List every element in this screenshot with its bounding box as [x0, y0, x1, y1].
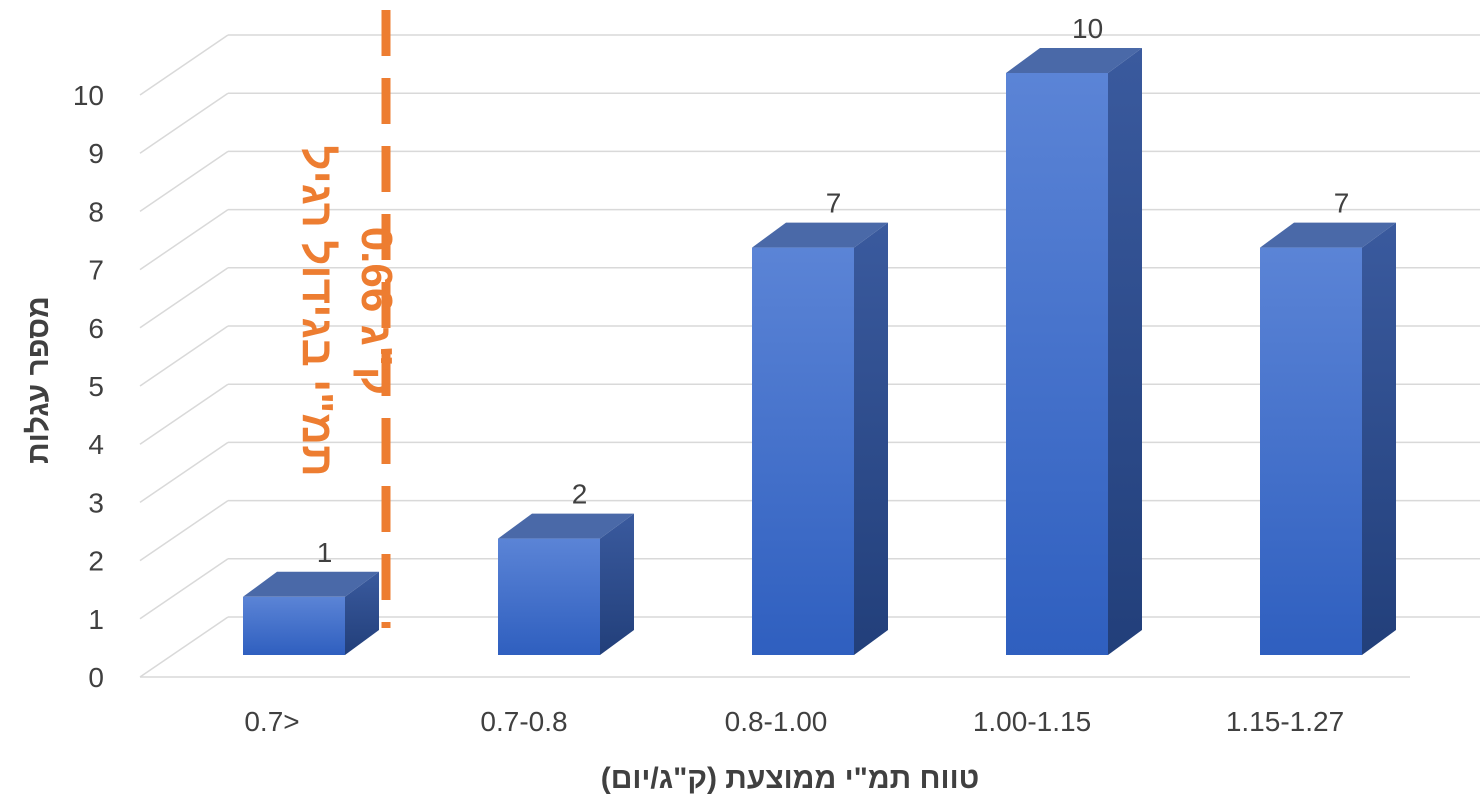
x-tick-label: 0.7> [244, 706, 299, 737]
bar-0.7-0.8 [498, 513, 634, 655]
y-tick-label: 0 [88, 662, 104, 693]
bar-side-face [1108, 48, 1142, 655]
y-tick-label: 6 [88, 313, 104, 344]
data-label: 7 [1334, 188, 1350, 219]
bar-0.8-1.00 [752, 222, 888, 655]
x-axis-categories: 0.7> 0.7-0.8 0.8-1.00 1.00-1.15 1.15-1.27 [244, 706, 1344, 737]
gridline-diagonal [139, 499, 229, 562]
y-tick-label: 7 [88, 255, 104, 286]
y-axis-ticks: 0 1 2 3 4 5 6 7 8 9 10 [73, 80, 104, 693]
bar-front-face [243, 596, 345, 655]
data-label: 1 [317, 537, 333, 568]
reference-annotation: תמ"י בגידול רגיל 0.66 ק"ג [293, 145, 401, 476]
y-tick-label: 2 [88, 546, 104, 577]
gridline-diagonal [139, 208, 229, 271]
gridline-diagonal [139, 325, 229, 387]
data-labels: 1 2 7 10 7 [317, 13, 1350, 568]
data-label: 7 [826, 188, 842, 219]
bar-side-face [600, 513, 634, 655]
data-label: 2 [572, 479, 588, 510]
x-axis-title: טווח תמ"י ממוצעת (ק"ג/יום) [601, 762, 980, 795]
gridline-diagonal [139, 267, 229, 329]
gridline-diagonal [139, 92, 229, 154]
gridline-diagonal [139, 383, 229, 445]
bar-side-face [1362, 222, 1396, 655]
y-axis-title: מספר עגלות [22, 296, 55, 464]
bar-1.15-1.27 [1260, 222, 1396, 655]
bar-side-face [854, 222, 888, 655]
bar-front-face [498, 538, 600, 655]
gridline-diagonal [139, 616, 229, 678]
y-tick-label: 9 [88, 138, 104, 169]
bar-front-face [1006, 73, 1108, 655]
data-label: 10 [1072, 13, 1103, 44]
annotation-line-1: תמ"י בגידול רגיל [293, 145, 342, 476]
gridline-diagonal [139, 558, 229, 620]
bar-0.7> [243, 571, 379, 655]
bars [243, 48, 1396, 655]
gridline-diagonal [139, 150, 229, 213]
gridline-diagonal [139, 441, 229, 504]
x-tick-label: 1.00-1.15 [973, 706, 1091, 737]
bar-front-face [1260, 247, 1362, 655]
bar-top-face [243, 571, 379, 597]
y-tick-label: 10 [73, 80, 104, 111]
bar-side-face [345, 571, 379, 655]
x-tick-label: 0.7-0.8 [480, 706, 567, 737]
y-tick-label: 3 [88, 487, 104, 518]
y-tick-label: 5 [88, 371, 104, 402]
gridline-diagonal [139, 34, 229, 96]
bar-top-face [1260, 222, 1396, 248]
x-tick-label: 0.8-1.00 [725, 706, 828, 737]
bar-top-face [1006, 48, 1142, 73]
y-tick-label: 4 [88, 429, 104, 460]
bar-front-face [752, 247, 854, 655]
y-tick-label: 1 [88, 604, 104, 635]
bar-top-face [752, 222, 888, 248]
bar-top-face [498, 513, 634, 539]
y-tick-label: 8 [88, 196, 104, 227]
annotation-line-2: 0.66 ק"ג [352, 227, 401, 396]
x-tick-label: 1.15-1.27 [1226, 706, 1344, 737]
bar-1.00-1.15 [1006, 48, 1142, 655]
